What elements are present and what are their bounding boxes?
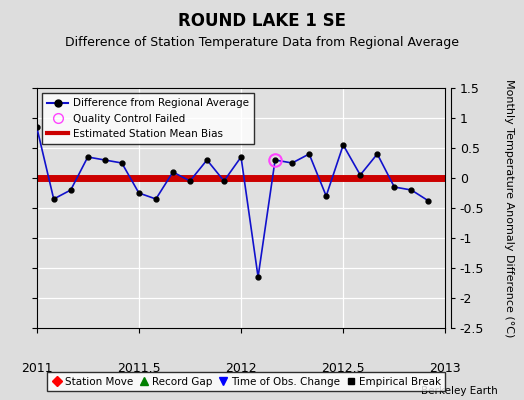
Text: ROUND LAKE 1 SE: ROUND LAKE 1 SE (178, 12, 346, 30)
Legend: Difference from Regional Average, Quality Control Failed, Estimated Station Mean: Difference from Regional Average, Qualit… (42, 93, 254, 144)
Text: Berkeley Earth: Berkeley Earth (421, 386, 498, 396)
Text: Difference of Station Temperature Data from Regional Average: Difference of Station Temperature Data f… (65, 36, 459, 49)
Y-axis label: Monthly Temperature Anomaly Difference (°C): Monthly Temperature Anomaly Difference (… (504, 79, 514, 337)
Legend: Station Move, Record Gap, Time of Obs. Change, Empirical Break: Station Move, Record Gap, Time of Obs. C… (47, 372, 445, 391)
